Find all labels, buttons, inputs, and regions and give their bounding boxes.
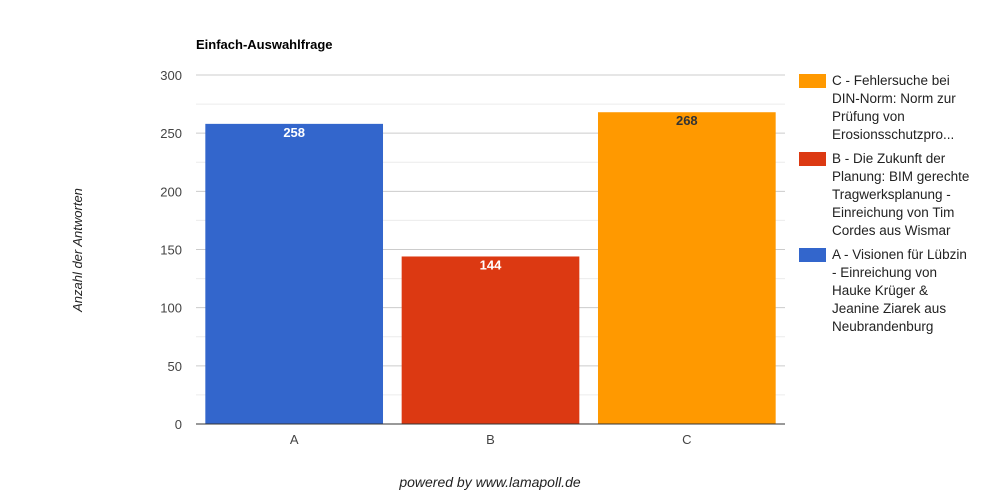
y-tick-label: 50 [168,359,182,374]
y-axis-ticks: 0 50 100 150 200 250 300 [160,68,182,432]
bar-C [597,112,776,424]
legend-swatch [799,248,826,262]
y-tick-label: 250 [160,126,182,141]
legend-swatch [799,152,826,166]
legend-item: B - Die Zukunft der Planung: BIM gerecht… [799,150,974,240]
bar-value-label: 144 [480,257,502,272]
legend-swatch [799,74,826,88]
y-tick-label: 300 [160,68,182,83]
y-axis-label: Anzahl der Antworten [70,188,85,313]
legend-label: A - Visionen für Lübzin - Einreichung vo… [832,247,967,334]
y-tick-label: 200 [160,184,182,199]
legend-label: B - Die Zukunft der Planung: BIM gerecht… [832,151,970,238]
chart-title: Einfach-Auswahlfrage [196,37,333,52]
x-tick-label: B [486,432,495,447]
bar-value-label: 268 [676,113,698,128]
chart-legend: C - Fehlersuche bei DIN-Norm: Norm zur P… [799,72,974,342]
footer-credit: powered by www.lamapoll.de [398,474,581,490]
x-tick-label: C [682,432,691,447]
legend-item: A - Visionen für Lübzin - Einreichung vo… [799,246,974,336]
bar-value-label: 258 [283,125,305,140]
legend-label: C - Fehlersuche bei DIN-Norm: Norm zur P… [832,73,956,142]
bars: 258 144 268 [205,112,776,425]
y-tick-label: 150 [160,243,182,258]
bar-A [205,123,384,425]
x-axis-ticks: A B C [290,432,692,447]
bar-B [401,256,580,424]
y-tick-label: 100 [160,301,182,316]
x-tick-label: A [290,432,299,447]
y-tick-label: 0 [175,417,182,432]
legend-item: C - Fehlersuche bei DIN-Norm: Norm zur P… [799,72,974,144]
